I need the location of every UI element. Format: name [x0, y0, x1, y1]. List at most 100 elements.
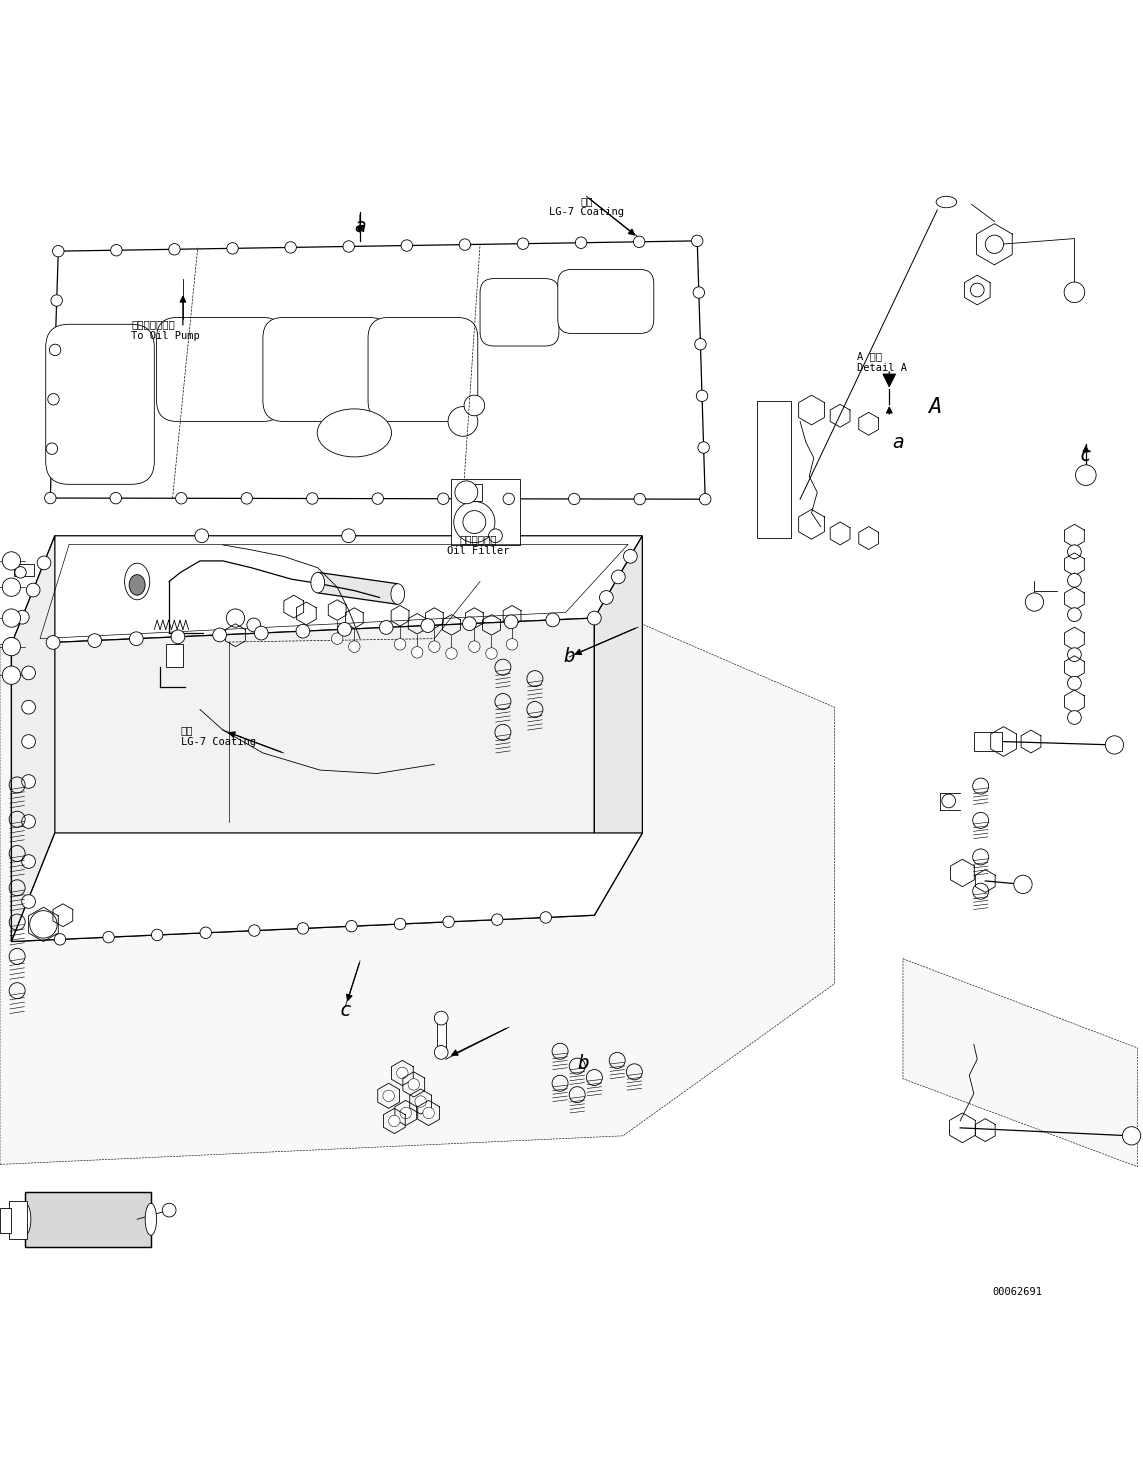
Bar [974, 733, 1002, 750]
FancyBboxPatch shape [480, 279, 559, 346]
Circle shape [226, 610, 245, 627]
Circle shape [176, 492, 187, 504]
Text: A 詳細
Detail A: A 詳細 Detail A [857, 351, 908, 372]
Circle shape [343, 240, 354, 252]
Circle shape [194, 529, 208, 543]
Circle shape [15, 567, 26, 578]
Circle shape [491, 914, 503, 925]
Circle shape [401, 240, 413, 251]
Circle shape [171, 630, 185, 644]
Circle shape [700, 494, 711, 504]
Circle shape [213, 629, 226, 642]
Ellipse shape [391, 584, 405, 605]
Circle shape [371, 492, 383, 504]
Circle shape [1064, 282, 1085, 303]
Circle shape [448, 406, 478, 436]
Circle shape [692, 236, 703, 246]
Circle shape [306, 492, 318, 504]
Circle shape [1068, 676, 1081, 690]
Circle shape [1068, 608, 1081, 621]
Ellipse shape [19, 1203, 31, 1235]
Circle shape [48, 393, 59, 405]
Circle shape [1068, 574, 1081, 587]
Circle shape [394, 639, 406, 650]
Bar [25, 1192, 151, 1247]
Circle shape [446, 648, 457, 660]
Text: オイルポンプへ
To Oil Pump: オイルポンプへ To Oil Pump [131, 319, 200, 341]
Circle shape [612, 569, 625, 584]
Circle shape [411, 647, 423, 658]
Ellipse shape [318, 409, 391, 457]
Circle shape [633, 236, 645, 248]
Polygon shape [0, 615, 834, 1164]
Bar [25, 1192, 151, 1247]
Circle shape [255, 626, 269, 641]
Circle shape [1014, 875, 1032, 894]
Circle shape [22, 666, 35, 679]
Text: c: c [1080, 446, 1092, 466]
Circle shape [169, 243, 181, 255]
Circle shape [970, 283, 984, 297]
Bar [459, 485, 482, 501]
Circle shape [30, 911, 57, 939]
Text: a: a [893, 433, 904, 451]
Circle shape [698, 442, 710, 454]
Circle shape [45, 492, 56, 504]
Circle shape [503, 494, 514, 504]
Circle shape [1068, 544, 1081, 559]
Text: 塗布
LG-7 Coating: 塗布 LG-7 Coating [181, 725, 256, 746]
Text: c: c [339, 1001, 351, 1020]
Polygon shape [594, 535, 642, 915]
Polygon shape [50, 240, 705, 500]
Text: b: b [563, 648, 575, 666]
Circle shape [588, 611, 601, 624]
Circle shape [247, 618, 261, 632]
Circle shape [421, 618, 434, 632]
Circle shape [226, 243, 238, 254]
Circle shape [349, 641, 360, 653]
Circle shape [463, 617, 477, 630]
Circle shape [152, 930, 163, 940]
Circle shape [200, 927, 211, 939]
FancyBboxPatch shape [46, 325, 154, 485]
FancyBboxPatch shape [263, 317, 390, 421]
Text: 00062691: 00062691 [992, 1287, 1042, 1298]
Circle shape [464, 394, 485, 415]
Circle shape [296, 624, 310, 638]
Text: b: b [577, 1054, 589, 1074]
Circle shape [346, 921, 358, 931]
Bar [14, 565, 34, 575]
Circle shape [693, 286, 704, 298]
Circle shape [696, 390, 708, 402]
Circle shape [518, 237, 529, 249]
Circle shape [22, 700, 35, 715]
Circle shape [455, 480, 478, 504]
Polygon shape [11, 833, 642, 942]
Circle shape [241, 492, 253, 504]
Polygon shape [11, 535, 642, 644]
Circle shape [415, 1096, 426, 1108]
Circle shape [110, 492, 121, 504]
Circle shape [2, 638, 21, 655]
Circle shape [2, 578, 21, 596]
Circle shape [22, 854, 35, 869]
Circle shape [443, 916, 454, 927]
Bar [757, 400, 791, 538]
Bar [437, 1019, 446, 1053]
Circle shape [397, 1068, 408, 1078]
Circle shape [88, 633, 102, 648]
Bar [9, 1201, 27, 1238]
Circle shape [2, 552, 21, 569]
Text: A: A [928, 396, 942, 417]
Circle shape [249, 925, 261, 936]
Circle shape [22, 894, 35, 909]
Circle shape [575, 237, 586, 249]
Circle shape [506, 639, 518, 650]
Circle shape [423, 1108, 434, 1118]
Circle shape [37, 556, 51, 569]
Circle shape [129, 632, 143, 645]
Circle shape [624, 550, 638, 564]
Circle shape [111, 245, 122, 257]
Circle shape [162, 1203, 176, 1218]
Circle shape [55, 934, 65, 945]
